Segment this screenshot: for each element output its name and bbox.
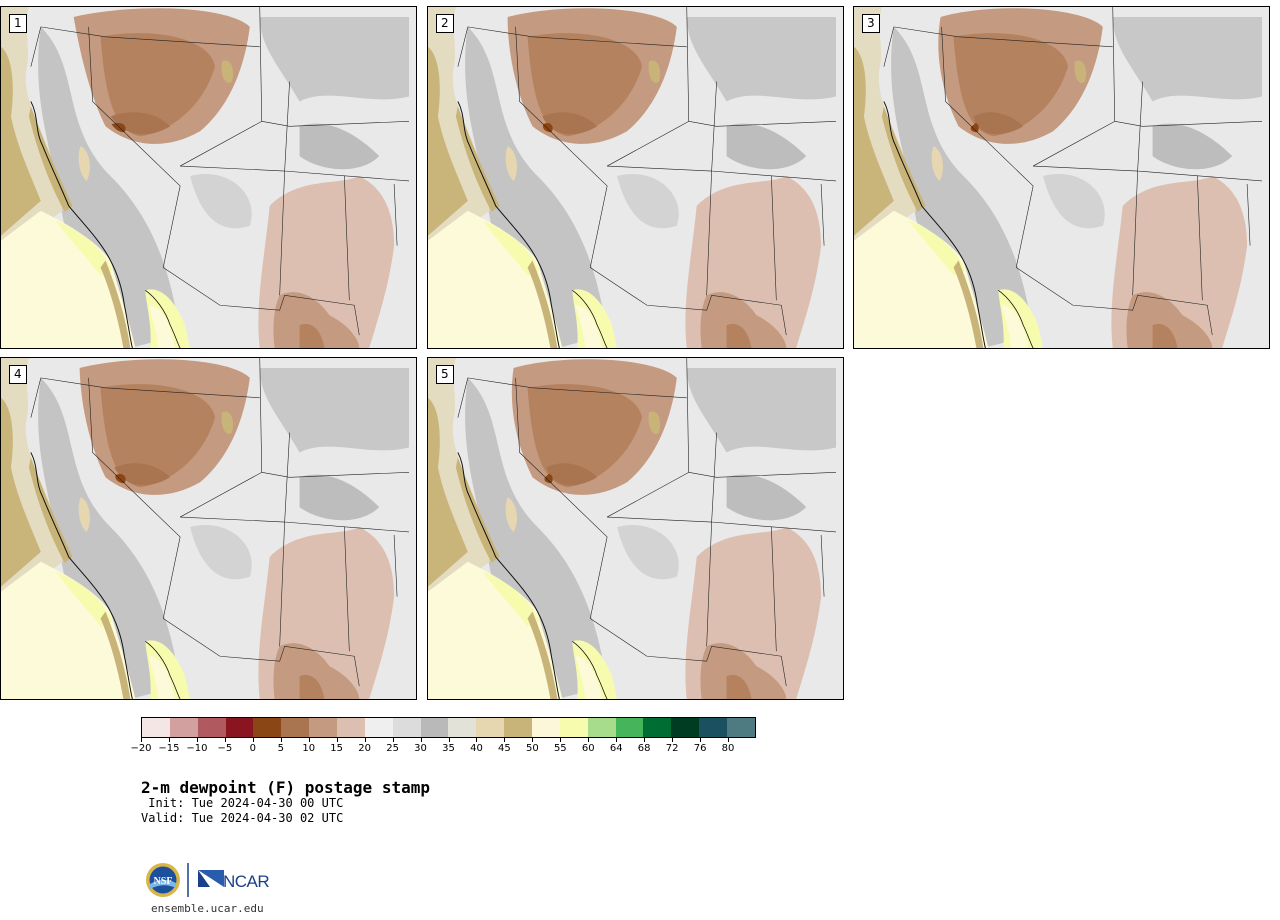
panel-member-label: 2 (436, 14, 454, 33)
colorbar-tick (728, 738, 730, 742)
colorbar-swatch (169, 718, 198, 737)
colorbar-swatch (448, 718, 477, 737)
colorbar-tick (644, 738, 646, 742)
postage-stamp-panel: 1 (0, 6, 417, 349)
panel-member-label: 4 (9, 365, 27, 384)
colorbar-tick-label: 35 (442, 743, 455, 754)
nsf-logo-icon: NSF NCAR (146, 863, 270, 897)
colorbar-tick-label: −5 (217, 743, 233, 754)
plot-title: 2-m dewpoint (F) postage stamp (141, 778, 430, 797)
init-time: Init: Tue 2024-04-30 00 UTC (141, 796, 344, 810)
dewpoint-map (1, 358, 416, 699)
colorbar-tick (560, 738, 562, 742)
colorbar-tick-label: 25 (386, 743, 399, 754)
colorbar-tick-label: 68 (637, 743, 651, 754)
colorbar-tick (392, 738, 394, 742)
colorbar-tick-label: 45 (498, 743, 511, 754)
colorbar-tick-label: 60 (581, 743, 595, 754)
valid-time: Valid: Tue 2024-04-30 02 UTC (141, 811, 344, 825)
colorbar-swatch (615, 718, 644, 737)
postage-stamp-panel: 5 (427, 357, 844, 700)
colorbar-swatch (225, 718, 254, 737)
panel-member-label: 3 (862, 14, 880, 33)
ncar-logo-icon: NCAR (198, 870, 270, 891)
colorbar-tick (504, 738, 506, 742)
colorbar-swatch (253, 718, 282, 737)
dewpoint-map (854, 7, 1269, 348)
colorbar-swatch (699, 718, 728, 737)
colorbar-tick (252, 738, 254, 742)
ncar-logo-text: NCAR (223, 872, 269, 891)
colorbar-swatch (476, 718, 505, 737)
colorbar-swatch (504, 718, 533, 737)
colorbar (141, 717, 756, 738)
colorbar-tick-label: 80 (721, 743, 735, 754)
nsf-logo-text: NSF (154, 876, 173, 887)
colorbar-tick-label: 40 (470, 743, 483, 754)
colorbar-tick-label: 50 (525, 743, 539, 754)
colorbar-tick (420, 738, 422, 742)
colorbar-swatch (281, 718, 310, 737)
colorbar-tick (141, 738, 142, 742)
colorbar-tick-label: 64 (609, 743, 623, 754)
colorbar-swatch (392, 718, 421, 737)
dewpoint-map (428, 358, 843, 699)
colorbar-tick-label: −10 (186, 743, 208, 754)
colorbar-swatch (671, 718, 700, 737)
colorbar-tick-label: 5 (277, 743, 284, 754)
website-link[interactable]: ensemble.ucar.edu (151, 902, 264, 915)
colorbar-tick (308, 738, 310, 742)
colorbar-tick-label: 76 (693, 743, 707, 754)
colorbar-tick (532, 738, 534, 742)
colorbar-swatch (532, 718, 560, 737)
colorbar-tick-label: −15 (158, 743, 180, 754)
colorbar-swatch (309, 718, 338, 737)
colorbar-swatch (142, 718, 170, 737)
colorbar-tick (700, 738, 702, 742)
colorbar-tick (224, 738, 226, 742)
postage-stamp-panel: 3 (853, 6, 1270, 349)
logos: NSF NCAR (144, 860, 284, 900)
colorbar-tick (364, 738, 366, 742)
colorbar-tick (336, 738, 338, 742)
colorbar-tick-label: 30 (414, 743, 427, 754)
colorbar-tick (280, 738, 282, 742)
colorbar-swatch (643, 718, 672, 737)
panel-member-label: 5 (436, 365, 454, 384)
colorbar-ticks: −20 −15 −10 −5 0 5 10 15 20 25 30 35 40 45 50 55 60 64 68 7… (130, 738, 756, 758)
colorbar-swatch (337, 718, 365, 737)
colorbar-swatch (559, 718, 588, 737)
postage-stamp-panel: 2 (427, 6, 844, 349)
colorbar-swatch (587, 718, 616, 737)
colorbar-swatch (727, 718, 755, 737)
colorbar-tick-label: −20 (130, 743, 152, 754)
colorbar-swatch (197, 718, 226, 737)
colorbar-tick (588, 738, 590, 742)
dewpoint-map (1, 7, 416, 348)
colorbar-tick (672, 738, 674, 742)
colorbar-tick-label: 15 (330, 743, 344, 754)
colorbar-tick (476, 738, 478, 742)
colorbar-swatch (364, 718, 393, 737)
postage-stamp-panel: 4 (0, 357, 417, 700)
colorbar-tick (168, 738, 170, 742)
colorbar-tick-label: 20 (358, 743, 371, 754)
panel-member-label: 1 (9, 14, 27, 33)
colorbar-tick-label: 72 (665, 743, 679, 754)
colorbar-tick (196, 738, 198, 742)
dewpoint-map (428, 7, 843, 348)
colorbar-tick (616, 738, 618, 742)
colorbar-tick-label: 0 (249, 743, 256, 754)
colorbar-tick-label: 10 (302, 743, 316, 754)
colorbar-tick-label: 55 (553, 743, 567, 754)
colorbar-swatch (420, 718, 449, 737)
colorbar-tick (448, 738, 450, 742)
